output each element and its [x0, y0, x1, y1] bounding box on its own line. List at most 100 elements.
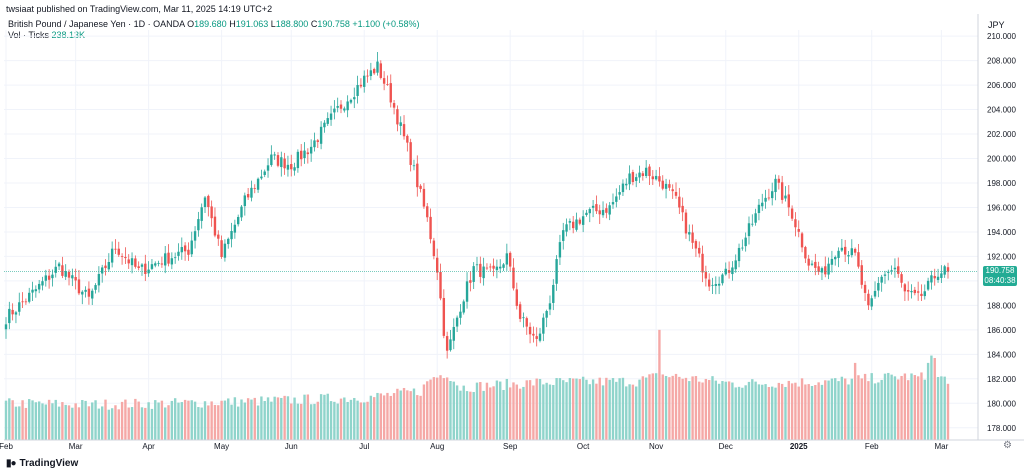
candle-body [170, 258, 174, 265]
volume-bar [757, 384, 761, 440]
candle-body [568, 221, 572, 223]
candle-body [870, 298, 873, 307]
candle-body [399, 122, 402, 126]
candle-body [120, 256, 124, 257]
candle-body [860, 265, 863, 285]
candle-body [621, 183, 625, 193]
candle-body [266, 165, 270, 171]
candle-body [250, 187, 253, 198]
volume-bar [114, 405, 117, 440]
candle-body [727, 270, 731, 273]
candle-body [193, 231, 197, 241]
candle-body [545, 311, 548, 318]
volume-bar [767, 387, 771, 440]
high-value: 191.063 [235, 19, 269, 29]
candle-body [505, 253, 509, 265]
volume-bar [336, 403, 339, 440]
volume-bar [217, 405, 220, 440]
candle-body [246, 194, 250, 198]
volume-bar [671, 375, 674, 440]
volume-bar [359, 402, 363, 440]
candle-body [426, 206, 429, 218]
volume-bar [661, 374, 664, 440]
candle-body [926, 280, 930, 290]
volume-bar [601, 385, 605, 440]
volume-bar [867, 381, 870, 440]
candle-body [737, 247, 741, 262]
volume-bar [532, 385, 535, 440]
candle-body [552, 284, 555, 303]
footer-brand[interactable]: ▮● TradingView [6, 458, 78, 469]
candle-body [522, 317, 525, 319]
volume-bar [907, 380, 910, 440]
volume-bar [34, 402, 38, 440]
volume-bar [558, 378, 562, 440]
volume-label[interactable]: Vol · Ticks [8, 30, 50, 40]
open-label: O [187, 19, 195, 29]
volume-bar [416, 395, 419, 440]
volume-bar [890, 374, 893, 440]
candle-body [916, 291, 920, 293]
candle-body [754, 213, 757, 223]
volume-bar [688, 381, 691, 440]
volume-bar [522, 386, 525, 440]
volume-bar [389, 395, 392, 440]
gear-icon[interactable]: ⚙ [1003, 440, 1012, 451]
volume-bar [535, 378, 538, 440]
candle-body [419, 185, 422, 189]
candle-body [296, 151, 300, 169]
volume-bar [674, 373, 678, 440]
volume-bar [97, 408, 101, 440]
candle-body [767, 197, 771, 199]
y-tick-label: 192.000 [987, 252, 1016, 261]
volume-bar [436, 377, 439, 440]
candle-body [144, 263, 147, 274]
candle-body [601, 209, 605, 216]
volume-bar [61, 402, 64, 440]
candle-body [893, 267, 897, 270]
volume-bar [817, 382, 820, 440]
volume-bar [887, 372, 890, 440]
x-tick-label: Mar [69, 442, 83, 451]
candle-body [57, 263, 61, 267]
volume-bar [847, 384, 850, 440]
volume-bar [134, 398, 137, 440]
candle-body [41, 281, 44, 286]
candle-body [67, 271, 71, 278]
volume-bar [744, 385, 747, 440]
candle-body [386, 84, 389, 85]
volume-bar [94, 400, 97, 440]
volume-bar [286, 396, 290, 440]
volume-bar [502, 389, 505, 440]
candle-body [280, 157, 283, 168]
candle-body [764, 197, 767, 202]
candle-body [207, 195, 210, 208]
volume-bar [107, 409, 111, 440]
candle-body [751, 223, 754, 225]
volume-bar [47, 399, 51, 440]
candle-body [475, 264, 479, 266]
candle-body [508, 252, 512, 267]
candle-body [300, 150, 303, 160]
volume-bar [127, 407, 130, 440]
candle-body [512, 267, 515, 289]
y-tick-label: 210.000 [987, 32, 1016, 41]
volume-bar [933, 358, 936, 440]
volume-bar [87, 406, 91, 440]
volume-bar [621, 377, 625, 440]
candle-body [631, 172, 635, 183]
volume-bar [930, 355, 933, 440]
volume-bar [386, 392, 389, 440]
candle-body [827, 263, 830, 275]
volume-bar [641, 376, 645, 440]
candle-body [485, 267, 489, 269]
volume-bar [276, 397, 280, 440]
symbol-name[interactable]: British Pound / Japanese Yen · 1D · OAND… [8, 19, 185, 29]
candle-body [51, 274, 54, 279]
candle-body [293, 167, 296, 171]
volume-bar [243, 402, 247, 440]
volume-bar [495, 380, 499, 440]
candle-body [382, 78, 386, 84]
volume-bar [903, 373, 907, 440]
